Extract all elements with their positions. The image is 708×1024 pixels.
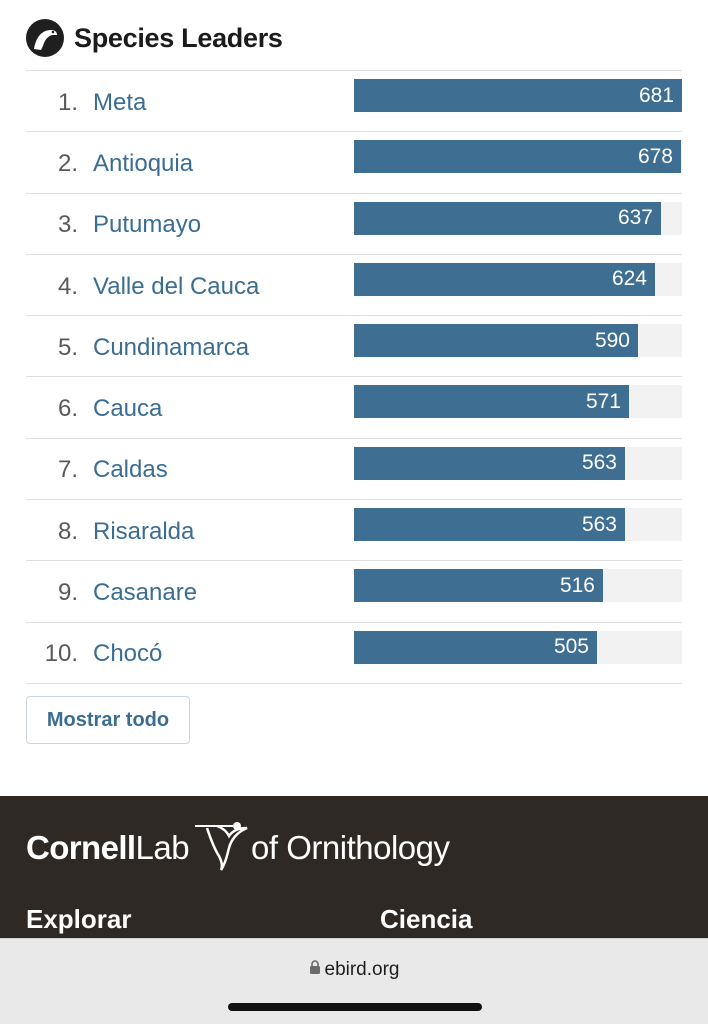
- brand-cornell: Cornell: [26, 829, 136, 866]
- leader-region-link[interactable]: Antioquia: [93, 149, 194, 177]
- species-leaders-list: 1. Meta 681 2. Antioquia 678 3. Putumayo 637 4. Va…: [26, 70, 682, 684]
- leader-bar: 516: [354, 569, 603, 603]
- leader-bar-track: 505: [354, 630, 682, 664]
- leader-bar-track: 624: [354, 262, 682, 296]
- leader-region-link[interactable]: Risaralda: [93, 517, 195, 545]
- leader-count: 681: [638, 83, 674, 107]
- leader-bar-track: 681: [354, 79, 682, 112]
- leader-bar-track: 571: [354, 385, 682, 419]
- leader-region-link[interactable]: Cauca: [93, 395, 163, 423]
- ebird-logo-icon[interactable]: [26, 19, 64, 57]
- footer-explorar-heading[interactable]: Explorar: [26, 904, 132, 934]
- leader-row: 3. Putumayo 637: [26, 194, 682, 255]
- leader-count: 624: [611, 267, 647, 291]
- leader-rank: 10.: [44, 640, 78, 668]
- leader-row: 8. Risaralda 563: [26, 500, 682, 562]
- leader-row: 5. Cundinamarca 590: [26, 316, 682, 378]
- leader-region-link[interactable]: Valle del Cauca: [93, 272, 260, 300]
- leader-region-link[interactable]: Chocó: [93, 640, 163, 668]
- cornell-bird-icon: [193, 820, 249, 877]
- leader-count: 571: [585, 389, 621, 413]
- leader-row: 10. Chocó 505: [26, 623, 682, 684]
- leader-bar: 681: [354, 79, 682, 112]
- leader-bar-track: 516: [354, 569, 682, 603]
- leader-region-link[interactable]: Caldas: [93, 456, 168, 484]
- leader-bar-track: 590: [354, 324, 682, 358]
- page-header: Species Leaders: [26, 16, 283, 60]
- leader-rank: 3.: [57, 211, 78, 239]
- leader-row: 7. Caldas 563: [26, 439, 682, 501]
- leader-region-link[interactable]: Putumayo: [93, 211, 202, 239]
- leader-rank: 6.: [57, 395, 78, 423]
- leader-count: 563: [581, 451, 617, 475]
- leader-bar-track: 678: [354, 140, 682, 174]
- leader-bar: 563: [354, 446, 625, 480]
- leader-count: 678: [637, 144, 673, 168]
- leader-bar: 571: [354, 385, 629, 419]
- leader-bar: 505: [354, 630, 597, 664]
- leader-bar-track: 637: [354, 201, 682, 235]
- browser-bar: ebird.org: [0, 938, 708, 1024]
- leader-count: 563: [581, 512, 617, 536]
- leader-bar-track: 563: [354, 508, 682, 542]
- leader-row: 2. Antioquia 678: [26, 132, 682, 194]
- leader-bar: 678: [354, 140, 681, 174]
- leader-row: 1. Meta 681: [26, 71, 682, 133]
- leader-row: 4. Valle del Cauca 624: [26, 255, 682, 317]
- leader-row: 9. Casanare 516: [26, 561, 682, 623]
- leader-region-link[interactable]: Casanare: [93, 579, 198, 607]
- leader-count: 590: [594, 328, 630, 352]
- leader-rank: 9.: [57, 579, 78, 607]
- page-title: Species Leaders: [74, 22, 283, 53]
- footer: Cornell Lab of Ornithology Explorar Cien…: [0, 796, 708, 938]
- leader-rank: 1.: [57, 88, 78, 116]
- cornell-lab-logo[interactable]: Cornell Lab of Ornithology: [26, 820, 450, 876]
- leader-count: 516: [559, 573, 595, 597]
- leader-count: 505: [553, 635, 589, 659]
- leader-region-link[interactable]: Cundinamarca: [93, 333, 250, 361]
- home-indicator[interactable]: [228, 1003, 482, 1011]
- leader-rank: 8.: [57, 517, 78, 545]
- brand-lab: Lab: [135, 829, 190, 866]
- url-text: ebird.org: [324, 959, 400, 980]
- leader-bar: 590: [354, 324, 638, 358]
- leader-bar: 637: [354, 201, 661, 235]
- leader-rank: 5.: [57, 333, 78, 361]
- leader-rank: 2.: [57, 149, 78, 177]
- brand-of-ornithology: of Ornithology: [251, 829, 450, 866]
- leader-row: 6. Cauca 571: [26, 377, 682, 439]
- leader-count: 637: [617, 206, 653, 230]
- leader-region-link[interactable]: Meta: [93, 88, 147, 116]
- footer-ciencia-heading[interactable]: Ciencia: [380, 904, 473, 934]
- leader-bar: 563: [354, 508, 625, 542]
- lock-icon: [309, 959, 321, 981]
- leader-bar: 624: [354, 262, 655, 296]
- leader-rank: 7.: [57, 456, 78, 484]
- leader-rank: 4.: [57, 272, 78, 300]
- show-all-button[interactable]: Mostrar todo: [26, 696, 190, 744]
- leader-bar-track: 563: [354, 446, 682, 480]
- url-bar[interactable]: ebird.org: [0, 959, 708, 981]
